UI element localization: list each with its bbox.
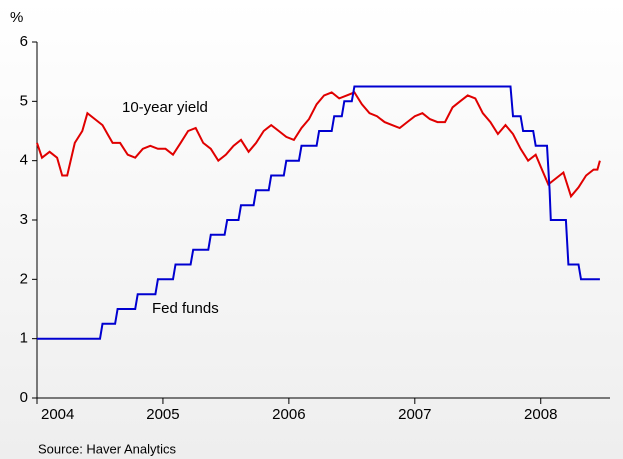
y-tick-label: 2 <box>20 270 28 287</box>
line-series <box>37 85 600 340</box>
x-tick-label: 2004 <box>41 406 74 423</box>
x-tick-label: 2005 <box>146 406 179 423</box>
source: Source: Haver Analytics <box>38 441 177 456</box>
y-tick-label: 5 <box>20 92 28 109</box>
annotation: 10-year yield <box>122 99 208 116</box>
y-axis-label: % <box>10 9 23 26</box>
y-tick-label: 3 <box>20 211 28 228</box>
y-tick-label: 6 <box>20 33 28 50</box>
y-tick-label: 1 <box>20 330 28 347</box>
x-tick-label: 2006 <box>272 406 305 423</box>
y-tick-label: 4 <box>20 152 28 169</box>
y-tick-label: 0 <box>20 389 28 406</box>
x-tick-label: 2008 <box>524 406 557 423</box>
x-tick-label: 2007 <box>398 406 431 423</box>
line-series <box>36 91 601 199</box>
annotation: Fed funds <box>152 300 219 317</box>
